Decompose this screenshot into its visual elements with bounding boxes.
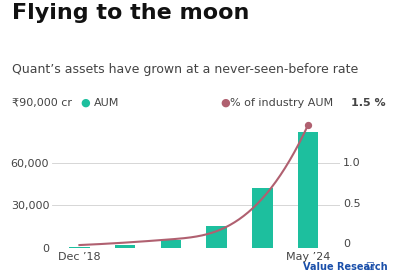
Bar [298,132,318,248]
Text: AUM: AUM [94,98,119,108]
Text: ☑: ☑ [365,262,374,272]
Bar [115,245,136,248]
Text: 1.5 %: 1.5 % [351,98,386,108]
Text: Quant’s assets have grown at a never-seen-before rate: Quant’s assets have grown at a never-see… [12,63,358,76]
Bar [69,247,90,248]
Text: Value Research: Value Research [303,262,388,272]
Text: ●: ● [80,98,90,108]
Text: ₹90,000 cr: ₹90,000 cr [12,98,72,108]
Bar [160,240,181,248]
Text: Flying to the moon: Flying to the moon [12,3,249,23]
Bar [252,188,272,248]
Text: ●: ● [220,98,230,108]
Point [305,123,311,127]
Text: % of industry AUM: % of industry AUM [230,98,333,108]
Bar [206,226,227,248]
